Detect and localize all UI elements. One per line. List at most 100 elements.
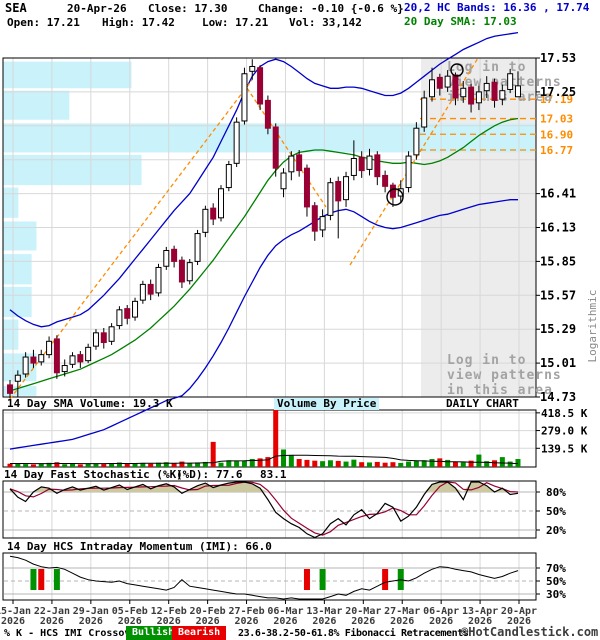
candle-body <box>483 82 490 92</box>
x-tick-year: 2026 <box>118 616 142 627</box>
volume-bar <box>249 459 255 467</box>
volume-bar <box>296 459 302 467</box>
login-overlay-text: Log in to <box>447 353 526 368</box>
volume-by-price-band <box>3 386 37 396</box>
volume-bar <box>343 461 349 467</box>
volume-bar <box>515 459 521 467</box>
login-overlay-text: in this area <box>447 383 553 398</box>
candle-body <box>100 332 107 344</box>
candle-body <box>296 154 303 172</box>
candle-body <box>436 76 443 89</box>
lower-hc-band-line <box>9 199 518 450</box>
volume-bar <box>132 463 138 467</box>
candle-body <box>155 266 162 294</box>
bullish-badge: Bullish <box>126 626 181 640</box>
candle-body <box>218 188 225 219</box>
stoch-axis-label: 50% <box>546 505 566 518</box>
candle-body <box>460 87 467 98</box>
price-axis-label: 15.01 <box>540 356 576 370</box>
price-axis-label: 15.57 <box>540 288 576 302</box>
volume-by-price-band <box>3 254 32 285</box>
symbol-label: SEA <box>5 1 27 15</box>
vol-label: Vol: 33,142 <box>289 16 362 29</box>
volume-sma-title: 14 Day SMA Volume: 19.3 K <box>7 397 173 410</box>
volume-bar <box>257 458 263 467</box>
price-axis-label: 16.13 <box>540 221 576 235</box>
candle-body <box>475 91 482 104</box>
volume-bar <box>30 464 36 467</box>
x-tick-year: 2026 <box>429 616 453 627</box>
candle-body <box>178 259 185 283</box>
candle-body <box>358 156 365 172</box>
candle-body <box>225 164 232 189</box>
volume-bar <box>171 463 177 467</box>
x-tick-label: 15-Jan <box>0 606 31 617</box>
imi-axis-label: 50% <box>546 575 566 588</box>
volume-bar <box>335 460 341 467</box>
volume-by-price-band <box>3 61 132 89</box>
bearish-badge: Bearish <box>172 626 227 640</box>
candle-body <box>163 250 170 267</box>
pattern-circle <box>450 63 464 77</box>
daily-chart-title: DAILY CHART <box>446 397 519 410</box>
candle-body <box>241 73 248 122</box>
volume-bar <box>327 460 333 467</box>
volume-bar <box>320 461 326 467</box>
volume-axis-label: 279.0 K <box>541 425 588 438</box>
stoch-axis-label: 80% <box>546 486 566 499</box>
imi-signal-bar <box>30 569 37 590</box>
candle-body <box>350 157 357 176</box>
volume-bar <box>140 462 146 467</box>
x-tick-year: 2026 <box>79 616 103 627</box>
volume-bar <box>124 463 130 467</box>
login-overlay-text: view patterns <box>447 368 562 383</box>
volume-bar <box>241 460 247 467</box>
candle-body <box>186 262 193 282</box>
low-label: Low: 17.21 <box>202 16 269 29</box>
candle-body <box>413 127 420 156</box>
x-tick-label: 29-Jan <box>73 606 109 617</box>
candle-body <box>61 365 68 373</box>
volume-by-price-band <box>3 187 19 218</box>
x-tick-label: 06-Apr <box>423 606 459 617</box>
stoch-d-value: 83.1 <box>260 468 287 481</box>
candle-body <box>343 176 350 201</box>
volume-by-price-band <box>3 221 37 251</box>
x-tick-year: 2026 <box>1 616 25 627</box>
candle-body <box>85 346 92 362</box>
volume-bar <box>359 462 365 467</box>
sma20-line <box>9 117 519 392</box>
x-tick-year: 2026 <box>390 616 414 627</box>
candle-body <box>22 356 29 375</box>
candle-body <box>14 374 21 382</box>
candle-body <box>249 65 256 72</box>
candle-body <box>46 340 53 356</box>
stoch-d-line <box>9 481 519 536</box>
volume-by-price-band <box>3 286 32 318</box>
imi-signal-bar <box>303 569 310 590</box>
volume-bar <box>148 463 154 467</box>
candle-body <box>202 208 209 233</box>
imi-panel-border <box>2 552 537 601</box>
volume-bar <box>499 457 505 467</box>
candle-body <box>194 233 201 262</box>
candle-body <box>272 126 279 169</box>
volume-sma-line <box>10 454 519 465</box>
candle-body <box>147 283 154 295</box>
candle-body <box>92 332 99 347</box>
volume-bar <box>304 459 310 467</box>
volume-bar <box>109 463 115 467</box>
candle-body <box>374 154 381 178</box>
fibonacci-label: 16.90 <box>540 128 573 141</box>
volume-by-price-band <box>3 319 19 350</box>
candle-body <box>311 205 318 232</box>
volume-bar <box>234 461 240 467</box>
x-tick-label: 27-Feb <box>228 606 264 617</box>
volume-bar <box>406 461 412 467</box>
x-tick-label: 20-Feb <box>190 606 226 617</box>
volume-bar <box>507 461 513 467</box>
pattern-circle <box>386 188 404 206</box>
change-label: Change: -0.10 {-0.6 %} <box>258 2 404 15</box>
high-label: High: 17.42 <box>102 16 175 29</box>
volume-bar <box>77 464 83 467</box>
